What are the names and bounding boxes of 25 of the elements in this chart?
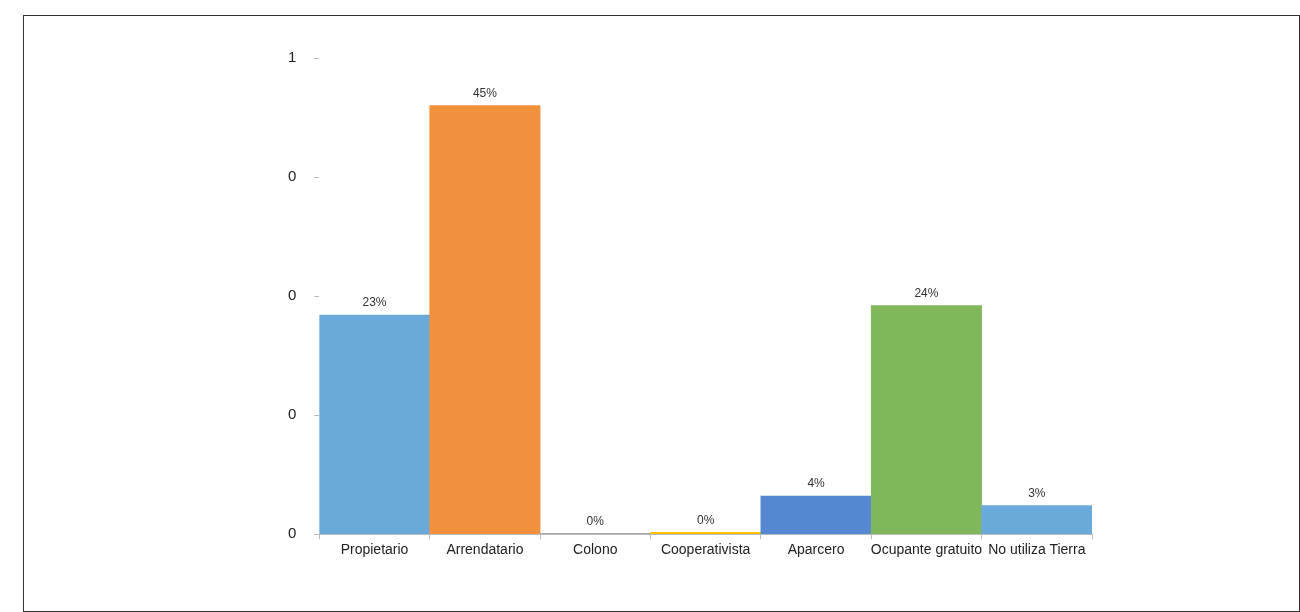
bar [760, 495, 872, 535]
bar [429, 105, 541, 535]
y-tick-label: 0 [288, 405, 297, 423]
y-tick-label: 0 [288, 524, 297, 542]
y-tick-label: 0 [288, 286, 297, 304]
data-label: 0% [697, 512, 715, 527]
x-tick-label: No utiliza Tierra [988, 541, 1086, 558]
data-label: 3% [1028, 485, 1046, 500]
data-label: 23% [362, 295, 387, 310]
x-tick-label: Cooperativista [660, 541, 751, 558]
bar [981, 505, 1092, 535]
x-tick-label: Arrendatario [446, 541, 524, 558]
x-tick-label: Aparcero [787, 541, 845, 558]
x-tick-label: Ocupante gratuito [870, 541, 983, 558]
bar [650, 531, 762, 535]
x-tick-label: Propietario [340, 541, 409, 558]
y-tick-label: 0 [288, 167, 297, 185]
data-label: 0% [586, 513, 605, 528]
x-tick-label: Colono [573, 541, 618, 558]
data-label: 4% [807, 476, 826, 491]
bar [870, 305, 982, 535]
y-tick-label: 1 [288, 48, 297, 66]
bar [319, 314, 431, 535]
data-label: 45% [472, 85, 498, 100]
data-label: 24% [914, 285, 939, 300]
